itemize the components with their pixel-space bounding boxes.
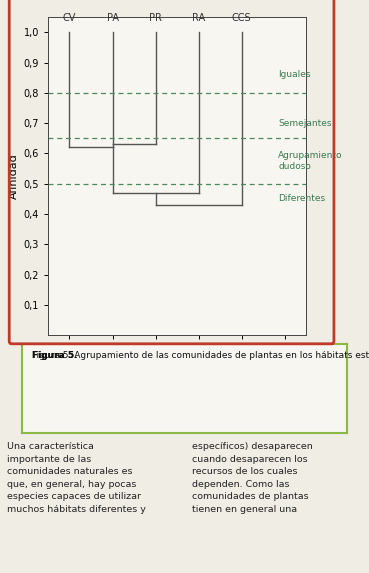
Text: Semejantes: Semejantes (278, 119, 332, 128)
Text: Figura 5.: Figura 5. (32, 351, 77, 360)
Text: Diferentes: Diferentes (278, 194, 325, 203)
Text: Figura 5. Agrupamiento de las comunidades de plantas en los hábitats estudiados : Figura 5. Agrupamiento de las comunidade… (32, 351, 369, 360)
Text: PR: PR (149, 13, 162, 23)
Text: Figura 5.: Figura 5. (32, 351, 77, 360)
Y-axis label: Afinidad: Afinidad (9, 154, 19, 199)
Text: Una característica
importante de las
comunidades naturales es
que, en general, h: Una característica importante de las com… (7, 442, 146, 514)
Text: PA: PA (107, 13, 118, 23)
Text: RA: RA (192, 13, 205, 23)
Text: Agrupamiento
dudoso: Agrupamiento dudoso (278, 151, 343, 171)
Text: Iguales: Iguales (278, 70, 311, 79)
Text: CCS: CCS (232, 13, 252, 23)
Text: CV: CV (63, 13, 76, 23)
Text: específicos) desaparecen
cuando desaparecen los
recursos de los cuales
dependen.: específicos) desaparecen cuando desapare… (192, 442, 313, 514)
Text: Figura 5. Agrupamiento de las comunidades de plantas en los hábitats estudiados : Figura 5. Agrupamiento de las comunidade… (32, 351, 369, 360)
